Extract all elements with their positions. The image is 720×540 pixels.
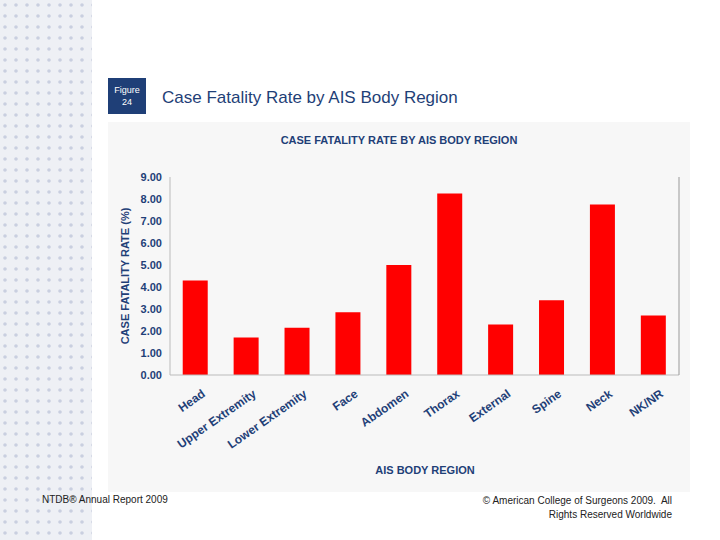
svg-text:Spine: Spine xyxy=(529,386,564,416)
html-text:CASE FATALITY RATE (%): CASE FATALITY RATE (%) xyxy=(119,207,131,345)
html-text:© American College of Surgeons: © American College of Surgeons 2009. All xyxy=(482,495,672,506)
svg-text:4.00: 4.00 xyxy=(141,281,162,293)
html-text:Case Fatality Rate by AIS Body: Case Fatality Rate by AIS Body Region xyxy=(162,88,458,107)
svg-text:NK/NR: NK/NR xyxy=(627,386,666,419)
svg-text:1.00: 1.00 xyxy=(141,347,162,359)
svg-text:9.00: 9.00 xyxy=(141,171,162,183)
svg-text:Upper Extremity: Upper Extremity xyxy=(174,386,259,452)
svg-text:External: External xyxy=(466,387,513,426)
html-text:NTDB® Annual Report 2009: NTDB® Annual Report 2009 xyxy=(42,494,168,505)
svg-text:Neck: Neck xyxy=(583,386,615,414)
svg-text:Lower Extremity: Lower Extremity xyxy=(225,386,310,451)
svg-text:Thorax: Thorax xyxy=(421,386,462,421)
svg-text:5.00: 5.00 xyxy=(141,259,162,271)
html-text:Rights Reserved Worldwide: Rights Reserved Worldwide xyxy=(548,509,672,520)
html-text:CASE FATALITY RATE BY AIS BODY: CASE FATALITY RATE BY AIS BODY REGION xyxy=(280,134,518,146)
svg-text:3.00: 3.00 xyxy=(141,303,162,315)
svg-text:8.00: 8.00 xyxy=(141,193,162,205)
svg-text:7.00: 7.00 xyxy=(141,215,162,227)
svg-text:Abdomen: Abdomen xyxy=(358,387,411,430)
svg-text:2.00: 2.00 xyxy=(141,325,162,337)
svg-text:6.00: 6.00 xyxy=(141,237,162,249)
html-text:AIS BODY REGION: AIS BODY REGION xyxy=(375,464,475,476)
svg-text:Face: Face xyxy=(330,386,361,413)
svg-text:Head: Head xyxy=(176,387,208,415)
svg-text:0.00: 0.00 xyxy=(141,369,162,381)
html-text:Figure 24: Figure 24 xyxy=(114,85,140,107)
